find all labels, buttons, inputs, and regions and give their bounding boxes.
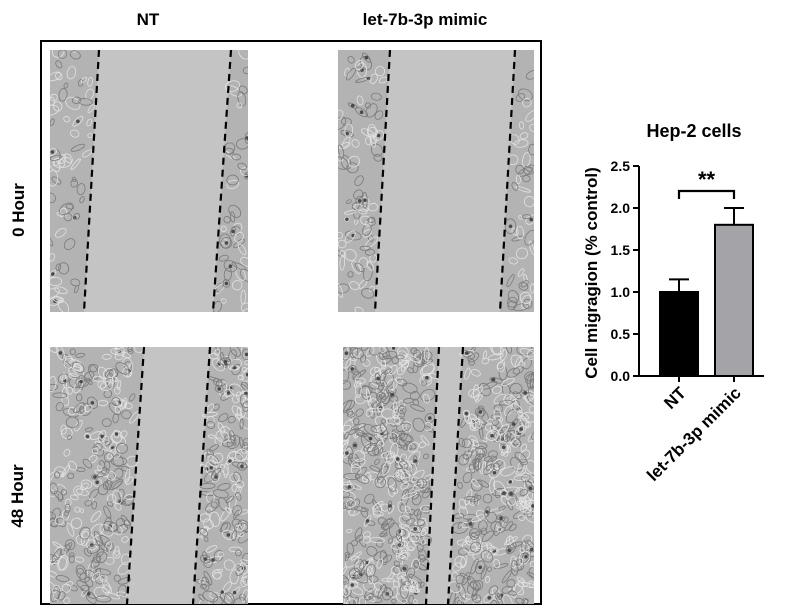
y-tick-label: 0.5 [611, 326, 631, 342]
y-tick-label: 2.0 [611, 200, 631, 216]
micrograph-mimic-48h [343, 347, 534, 604]
cell-texture [338, 52, 534, 312]
micrograph-nt-0h [50, 50, 248, 312]
x-tick-label: NT [660, 383, 690, 413]
row-label-0-hour: 0 Hour [9, 183, 28, 237]
row-label-48-hour: 48 Hour [8, 464, 27, 528]
cell-texture [343, 347, 534, 604]
wound-edge-right [446, 347, 465, 604]
wound-edge-left [373, 50, 392, 312]
y-tick-label: 2.5 [611, 158, 631, 174]
migration-bar-chart: Hep-2 cells Cell migragion (% control) 0… [582, 121, 764, 485]
x-tick-label: let-7b-3p mimic [643, 383, 745, 485]
y-tick-label: 1.0 [611, 284, 631, 300]
y-tick-label: 1.5 [611, 242, 631, 258]
micrograph-nt-48h [50, 347, 248, 604]
y-tick-label: 0.0 [611, 368, 631, 384]
wound-edge-left [82, 50, 101, 312]
wound-area [375, 50, 515, 312]
chart-title: Hep-2 cells [646, 121, 741, 141]
wound-area [127, 347, 210, 604]
wound-edge-left [424, 347, 441, 604]
wound-area [84, 50, 231, 312]
wound-edge-right [211, 50, 233, 312]
wound-edge-right [191, 347, 212, 604]
bar-1 [714, 223, 754, 377]
significance-bracket [677, 189, 736, 199]
wound-edge-left [125, 347, 146, 604]
cell-texture [50, 347, 248, 604]
wound-edge-right [498, 50, 517, 312]
wound-area [426, 347, 463, 604]
micrograph-frame [40, 40, 542, 605]
y-axis-label: Cell migragion (% control) [582, 167, 601, 379]
bar-0 [659, 291, 699, 377]
significance-label: ** [698, 167, 716, 192]
column-label-nt: NT [136, 10, 160, 29]
column-label-mimic: let-7b-3p mimic [362, 10, 488, 29]
micrograph-mimic-0h [338, 50, 534, 312]
